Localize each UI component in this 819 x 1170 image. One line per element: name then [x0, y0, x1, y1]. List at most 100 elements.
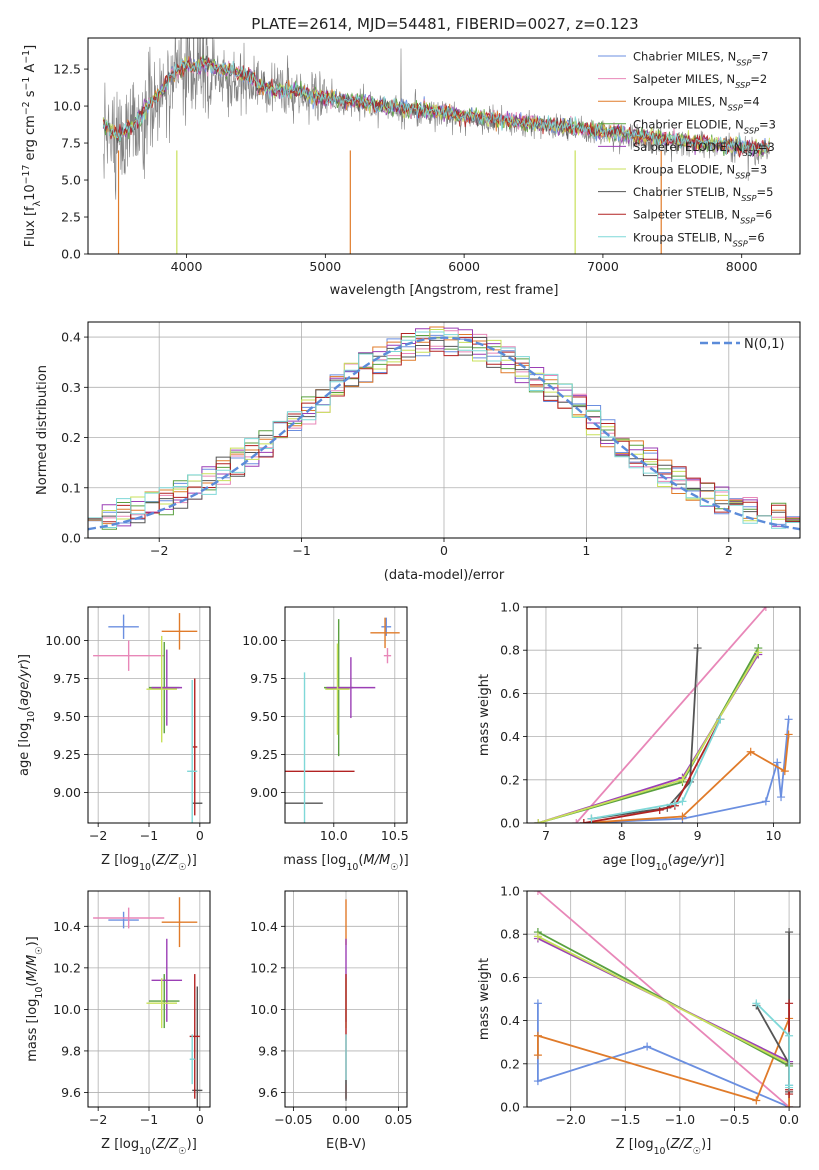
y-tick-label: 10.2	[250, 960, 278, 975]
legend-label: Chabrier STELIB, NSSP=5	[633, 185, 773, 203]
y-tick-label: 0.2	[500, 772, 520, 787]
y-tick-label: 9.00	[53, 785, 81, 800]
y-tick-label: 0.6	[500, 686, 520, 701]
mass-weight-point	[746, 747, 755, 756]
x-tick-label: 0	[196, 828, 204, 843]
legend-label: Salpeter MILES, NSSP=2	[633, 72, 767, 90]
y-tick-label: 0.8	[500, 927, 520, 942]
x-tick-label: 6000	[448, 259, 480, 274]
axes-frame	[87, 37, 801, 255]
errorbar-marker	[93, 640, 165, 671]
mass-weight-line	[538, 647, 760, 823]
mass-weight-line	[583, 719, 790, 823]
x-tick-label: 0.0	[779, 1112, 799, 1127]
panel-mass_weight_vs_Z: −2.0 −1.5 −1.0 −0.5 0.0 0.0 0.2 0.4 0.6 0.8 1.0 mas…	[477, 884, 801, 1157]
mass-weight-point	[587, 814, 596, 823]
y-axis-label: age [log10(age/yr)]	[17, 654, 37, 776]
x-tick-label: 8	[618, 828, 626, 843]
mass-weight-line	[591, 647, 699, 820]
mass-weight-point	[773, 758, 782, 767]
mass-weight-point	[533, 999, 542, 1008]
residual-histogram-step	[88, 333, 800, 523]
y-tick-label: 0.0	[500, 816, 520, 831]
mass-weight-line	[755, 932, 790, 1092]
y-axis-label: Flux [fλ10−17 erg cm−2 s−1 A−1]	[21, 45, 43, 247]
errorbar-marker	[189, 1034, 195, 1085]
x-tick-label: 0.05	[385, 1112, 413, 1127]
mass-weight-point	[533, 891, 542, 895]
y-tick-label: 9.6	[258, 1085, 278, 1100]
panel-residuals: −2 −1 0 1 2 0.0 0.1 0.2 0.3 0.4 N(0,1) Normed distr…	[35, 321, 801, 583]
plot-area	[102, 38, 770, 254]
figure-title: PLATE=2614, MJD=54481, FIBERID=0027, z=0…	[251, 15, 638, 33]
errorbar-marker	[151, 649, 183, 726]
mass-weight-line	[538, 654, 760, 823]
errorbar-marker	[146, 635, 177, 743]
mass-weight-point	[752, 999, 761, 1008]
model-spectrum-line	[102, 55, 770, 156]
mass-weight-point	[754, 648, 763, 657]
x-tick-label: 4000	[171, 259, 203, 274]
x-tick-label: −1	[140, 1112, 158, 1127]
grid	[88, 607, 210, 823]
axes: −2 −1 0 1 2 0.0 0.1 0.2 0.3 0.4 N(0,1) Normed distr…	[35, 321, 801, 583]
axes-frame	[526, 606, 801, 824]
plot-area	[93, 613, 203, 823]
x-axis-label: mass [log10(M/M☉)]	[283, 853, 409, 873]
model-spectrum-line	[102, 55, 770, 157]
axes: −2.0 −1.5 −1.0 −0.5 0.0 0.0 0.2 0.4 0.6 0.8 1.0 mas…	[477, 884, 801, 1157]
x-tick-label: 5000	[309, 259, 341, 274]
errorbar-marker	[161, 897, 198, 948]
y-tick-label: 0.0	[61, 247, 81, 262]
y-tick-label: 9.50	[53, 709, 81, 724]
y-tick-label: 2.5	[61, 210, 81, 225]
y-tick-label: 9.00	[250, 785, 278, 800]
axes-frame	[284, 606, 408, 824]
grid	[88, 891, 210, 1107]
x-axis-label: Z [log10(Z/Z☉)]	[101, 853, 197, 873]
legend-label: Kroupa ELODIE, NSSP=3	[633, 163, 767, 181]
x-tick-label: 10.0	[320, 828, 348, 843]
gaussian-reference-curve	[88, 336, 800, 531]
y-tick-label: 0.4	[500, 729, 520, 744]
x-tick-label: 10.5	[381, 828, 409, 843]
panel-age_vs_Z: −2 −1 0 9.00 9.25 9.50 9.75 10.00 age [log10(age…	[17, 606, 211, 873]
mass-weight-point	[533, 1051, 542, 1060]
mass-weight-line	[537, 935, 790, 1065]
mass-weight-point	[785, 1103, 794, 1107]
x-axis-label: age [log10(age/yr)]	[602, 853, 724, 873]
y-tick-label: 0.4	[500, 1013, 520, 1028]
x-tick-label: −2	[89, 1112, 107, 1127]
legend-label: Chabrier ELODIE, NSSP=3	[633, 117, 776, 135]
errorbar-marker	[161, 613, 198, 650]
y-tick-label: 0.0	[61, 531, 81, 546]
axes: 10.0 10.5 9.00 9.25 9.50 9.75 10.00 mass [log10…	[242, 606, 409, 873]
legend-label: Kroupa STELIB, NSSP=6	[633, 230, 765, 248]
y-tick-label: 10.0	[250, 1002, 278, 1017]
errorbar-marker	[149, 974, 180, 1029]
plot-area	[534, 607, 793, 823]
errorbar-marker	[370, 617, 400, 649]
y-axis-label: mass [log10(M/M☉)]	[25, 936, 45, 1062]
y-tick-label: 9.8	[61, 1043, 81, 1058]
x-tick-label: 7000	[587, 259, 619, 274]
legend-label: Salpeter STELIB, NSSP=6	[633, 208, 772, 226]
y-tick-label: 9.25	[250, 747, 278, 762]
x-axis-label: Z [log10(Z/Z☉)]	[101, 1137, 197, 1157]
axes: 7 8 9 10 0.0 0.2 0.4 0.6 0.8 1.0 mass weight age [l…	[477, 600, 801, 873]
plot-area	[93, 897, 203, 1107]
mass-weight-point	[678, 775, 687, 784]
x-tick-label: 1	[582, 543, 590, 558]
mass-weight-point	[761, 607, 770, 611]
panel-age_vs_mass: 10.0 10.5 9.00 9.25 9.50 9.75 10.00 mass [log10…	[242, 606, 409, 873]
errorbar-marker	[151, 938, 183, 1022]
errorbar-marker	[192, 986, 203, 1107]
y-tick-label: 9.6	[61, 1085, 81, 1100]
axes: −2 −1 0 9.6 9.8 10.0 10.2 10.4 mass [log10(M/M☉)…	[25, 890, 211, 1157]
axes: −0.05 0.00 0.05 9.6 9.8 10.0 10.2 10.4 E(B-V)	[250, 890, 413, 1152]
axes: 4000 5000 6000 7000 8000 0.0 2.5 5.0 7.5 10.0 12.5…	[21, 37, 801, 298]
x-tick-label: −1	[140, 828, 158, 843]
y-tick-label: 7.5	[61, 136, 81, 151]
x-tick-label: −1.5	[610, 1112, 640, 1127]
x-tick-label: 0.00	[332, 1112, 360, 1127]
